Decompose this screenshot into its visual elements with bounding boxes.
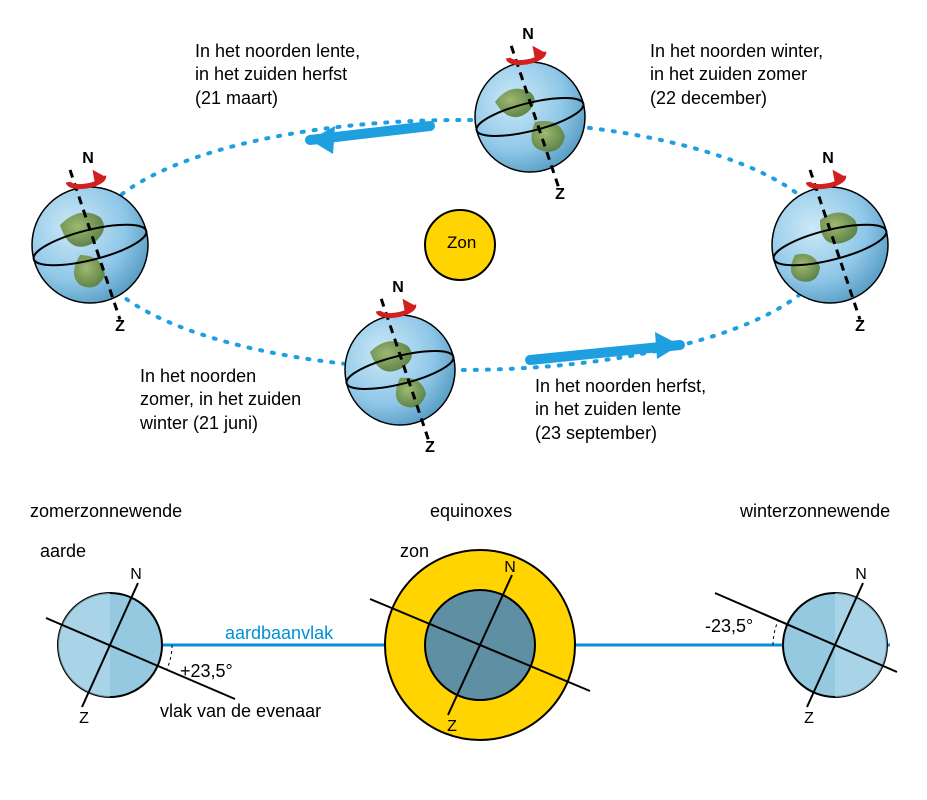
svg-text:N: N — [504, 559, 516, 576]
orbital-plane-label: aardbaanvlak — [225, 622, 333, 645]
bottom-sun-label: zon — [400, 540, 429, 563]
pole-z: Z — [115, 318, 125, 335]
sun-label: Zon — [447, 232, 476, 254]
equinox-label: equinoxes — [430, 500, 512, 523]
label-march: In het noorden lente, in het zuiden herf… — [195, 40, 360, 110]
pole-z: Z — [425, 439, 435, 456]
bottom-center: N Z — [370, 550, 590, 740]
summer-solstice-label: zomerzonnewende — [30, 500, 182, 523]
seasons-diagram: N Z N Z N Z — [0, 0, 927, 800]
angle-plus-label: +23,5° — [180, 660, 233, 683]
orbit-arrow-left — [310, 126, 430, 154]
equator-plane-label: vlak van de evenaar — [160, 700, 321, 723]
svg-text:N: N — [130, 566, 142, 583]
pole-n: N — [822, 150, 834, 167]
pole-n: N — [82, 150, 94, 167]
earth-bottom: N Z — [343, 279, 457, 456]
earth-top: N Z — [473, 26, 587, 203]
svg-text:N: N — [855, 566, 867, 583]
svg-text:Z: Z — [804, 710, 814, 727]
pole-z: Z — [855, 318, 865, 335]
tilt-diagram: N Z N Z N Z — [0, 490, 927, 790]
earth-right: N Z — [770, 150, 890, 335]
svg-text:Z: Z — [447, 718, 457, 735]
svg-text:Z: Z — [79, 710, 89, 727]
angle-minus-label: -23,5° — [705, 615, 753, 638]
earth-left: N Z — [30, 150, 150, 335]
label-september: In het noorden herfst, in het zuiden len… — [535, 375, 706, 445]
pole-z: Z — [555, 186, 565, 203]
winter-solstice-label: winterzonnewende — [740, 500, 890, 523]
earth-label: aarde — [40, 540, 86, 563]
orbit-arrow-right — [530, 332, 680, 360]
pole-n: N — [392, 279, 404, 296]
label-june: In het noorden zomer, in het zuiden wint… — [140, 365, 301, 435]
pole-n: N — [522, 26, 534, 43]
label-december: In het noorden winter, in het zuiden zom… — [650, 40, 823, 110]
